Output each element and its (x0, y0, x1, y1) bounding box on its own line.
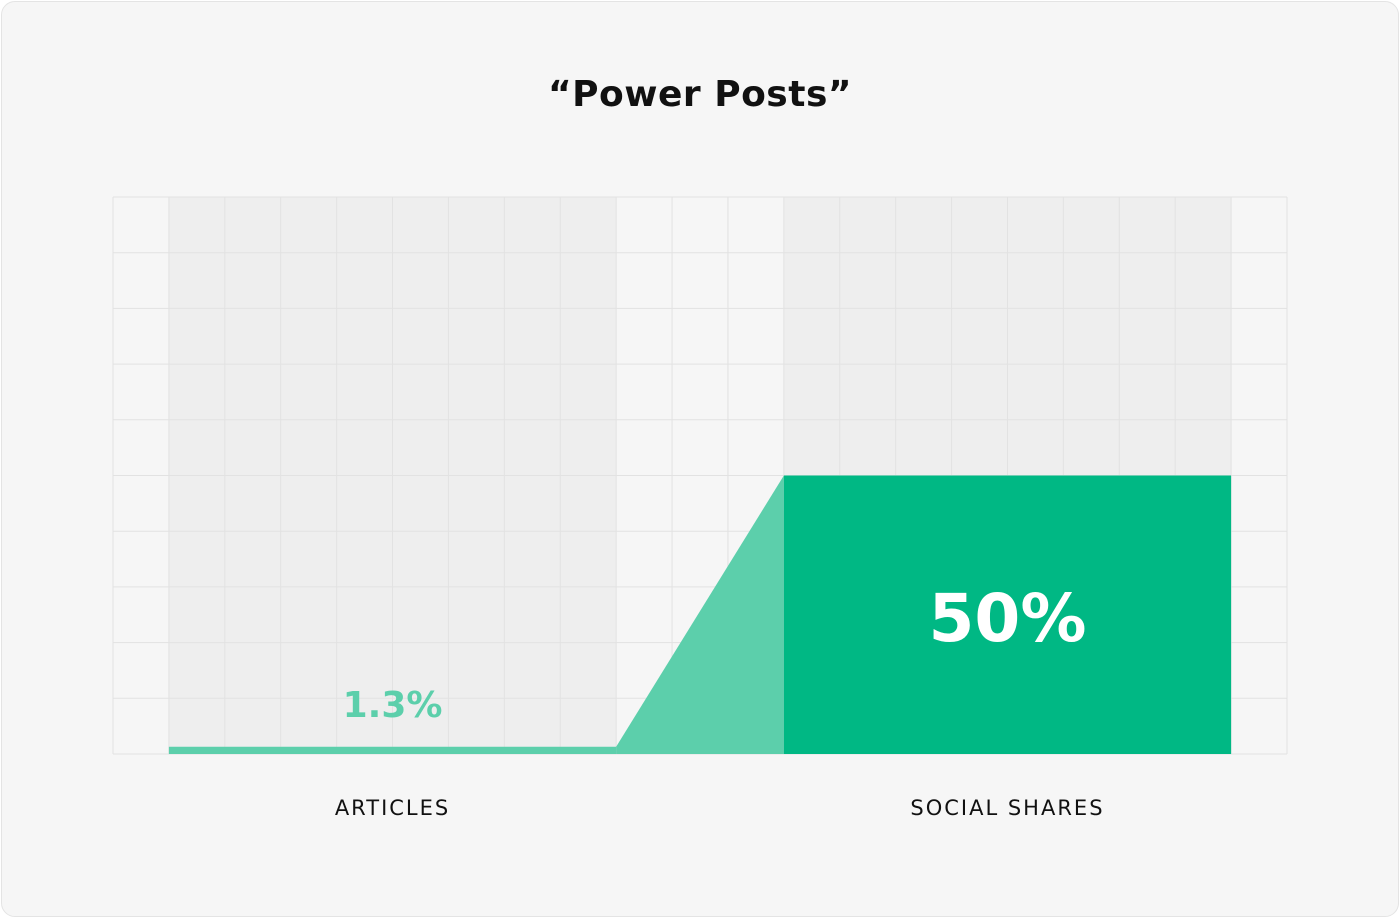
value-label-social-shares: 50% (928, 580, 1086, 657)
chart-title: “Power Posts” (547, 74, 853, 115)
bar-social-shares (783, 475, 1232, 754)
chart-marks (168, 475, 1232, 754)
category-label-0: ARTICLES (335, 796, 450, 820)
bar-articles (168, 746, 617, 754)
bar-connector (616, 475, 784, 754)
value-label-articles: 1.3% (343, 685, 443, 726)
category-label-1: SOCIAL SHARES (910, 796, 1104, 820)
chart-labels: 1.3% 50% ARTICLES SOCIAL SHARES (335, 580, 1104, 820)
